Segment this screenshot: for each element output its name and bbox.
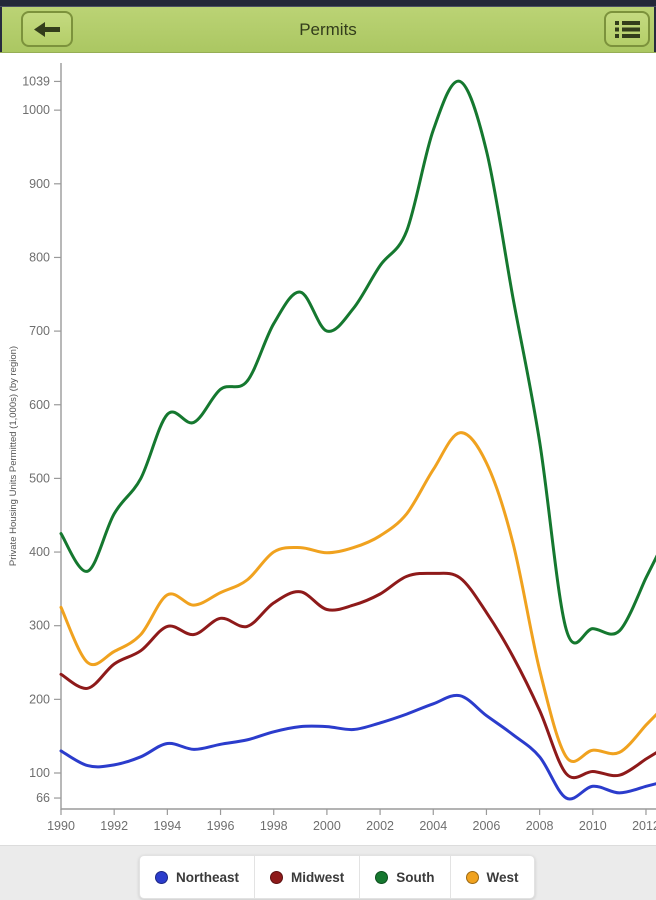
back-button[interactable]: [21, 11, 73, 47]
x-tick-label: 2006: [473, 819, 501, 833]
y-tick-label: 300: [29, 619, 50, 633]
legend-item-midwest[interactable]: Midwest: [254, 856, 359, 898]
x-tick-label: 1998: [260, 819, 288, 833]
x-tick-label: 1992: [100, 819, 128, 833]
legend-item-northeast[interactable]: Northeast: [140, 856, 254, 898]
legend-dot-midwest: [270, 870, 284, 884]
menu-button[interactable]: [604, 11, 650, 47]
series-line-midwest: [59, 571, 656, 780]
x-tick-label: 2012: [632, 819, 656, 833]
legend-band: Northeast Midwest South West: [0, 845, 656, 900]
series-line-northeast: [59, 693, 656, 801]
y-tick-label: 400: [29, 545, 50, 559]
x-tick-label: 2004: [419, 819, 447, 833]
y-tick-label: 900: [29, 177, 50, 191]
back-arrow-icon: [34, 21, 60, 37]
x-tick-label: 2002: [366, 819, 394, 833]
y-tick-label: 700: [29, 324, 50, 338]
permits-chart[interactable]: 66 100 200 300 400 500 600 700 800 900 1000 1039 199…: [0, 53, 656, 845]
y-tick-label: 100: [29, 766, 50, 780]
y-tick-label: 66: [36, 791, 50, 805]
chart-area: 66 100 200 300 400 500 600 700 800 900 1000 1039 199…: [0, 53, 656, 845]
y-tick-label: 800: [29, 250, 50, 264]
x-tick-label: 1990: [47, 819, 75, 833]
legend-label: Midwest: [291, 869, 345, 885]
legend-dot-south: [375, 870, 389, 884]
status-strip: [0, 0, 656, 7]
page-title: Permits: [299, 19, 357, 39]
legend-dot-west: [465, 870, 479, 884]
y-tick-label: 200: [29, 692, 50, 706]
y-tick-label: 600: [29, 398, 50, 412]
y-tick-label: 1000: [22, 103, 50, 117]
x-tick-label: 2010: [579, 819, 607, 833]
legend-item-west[interactable]: West: [449, 856, 534, 898]
legend-label: South: [396, 869, 435, 885]
x-tick-label: 1994: [153, 819, 181, 833]
x-tick-label: 2008: [526, 819, 554, 833]
series-line-west: [59, 431, 656, 763]
series-line-south: [59, 79, 656, 645]
legend: Northeast Midwest South West: [139, 855, 535, 899]
y-tick-label: 1039: [22, 74, 50, 88]
legend-label: West: [486, 869, 519, 885]
y-tick-label: 500: [29, 471, 50, 485]
header: Permits: [0, 7, 656, 53]
x-tick-label: 1996: [207, 819, 235, 833]
x-tick-label: 2000: [313, 819, 341, 833]
legend-item-south[interactable]: South: [359, 856, 449, 898]
list-menu-icon: [614, 20, 640, 38]
legend-dot-northeast: [155, 870, 168, 884]
legend-label: Northeast: [176, 869, 240, 885]
y-axis-title: Private Housing Units Permitted (1,000s)…: [8, 346, 19, 566]
